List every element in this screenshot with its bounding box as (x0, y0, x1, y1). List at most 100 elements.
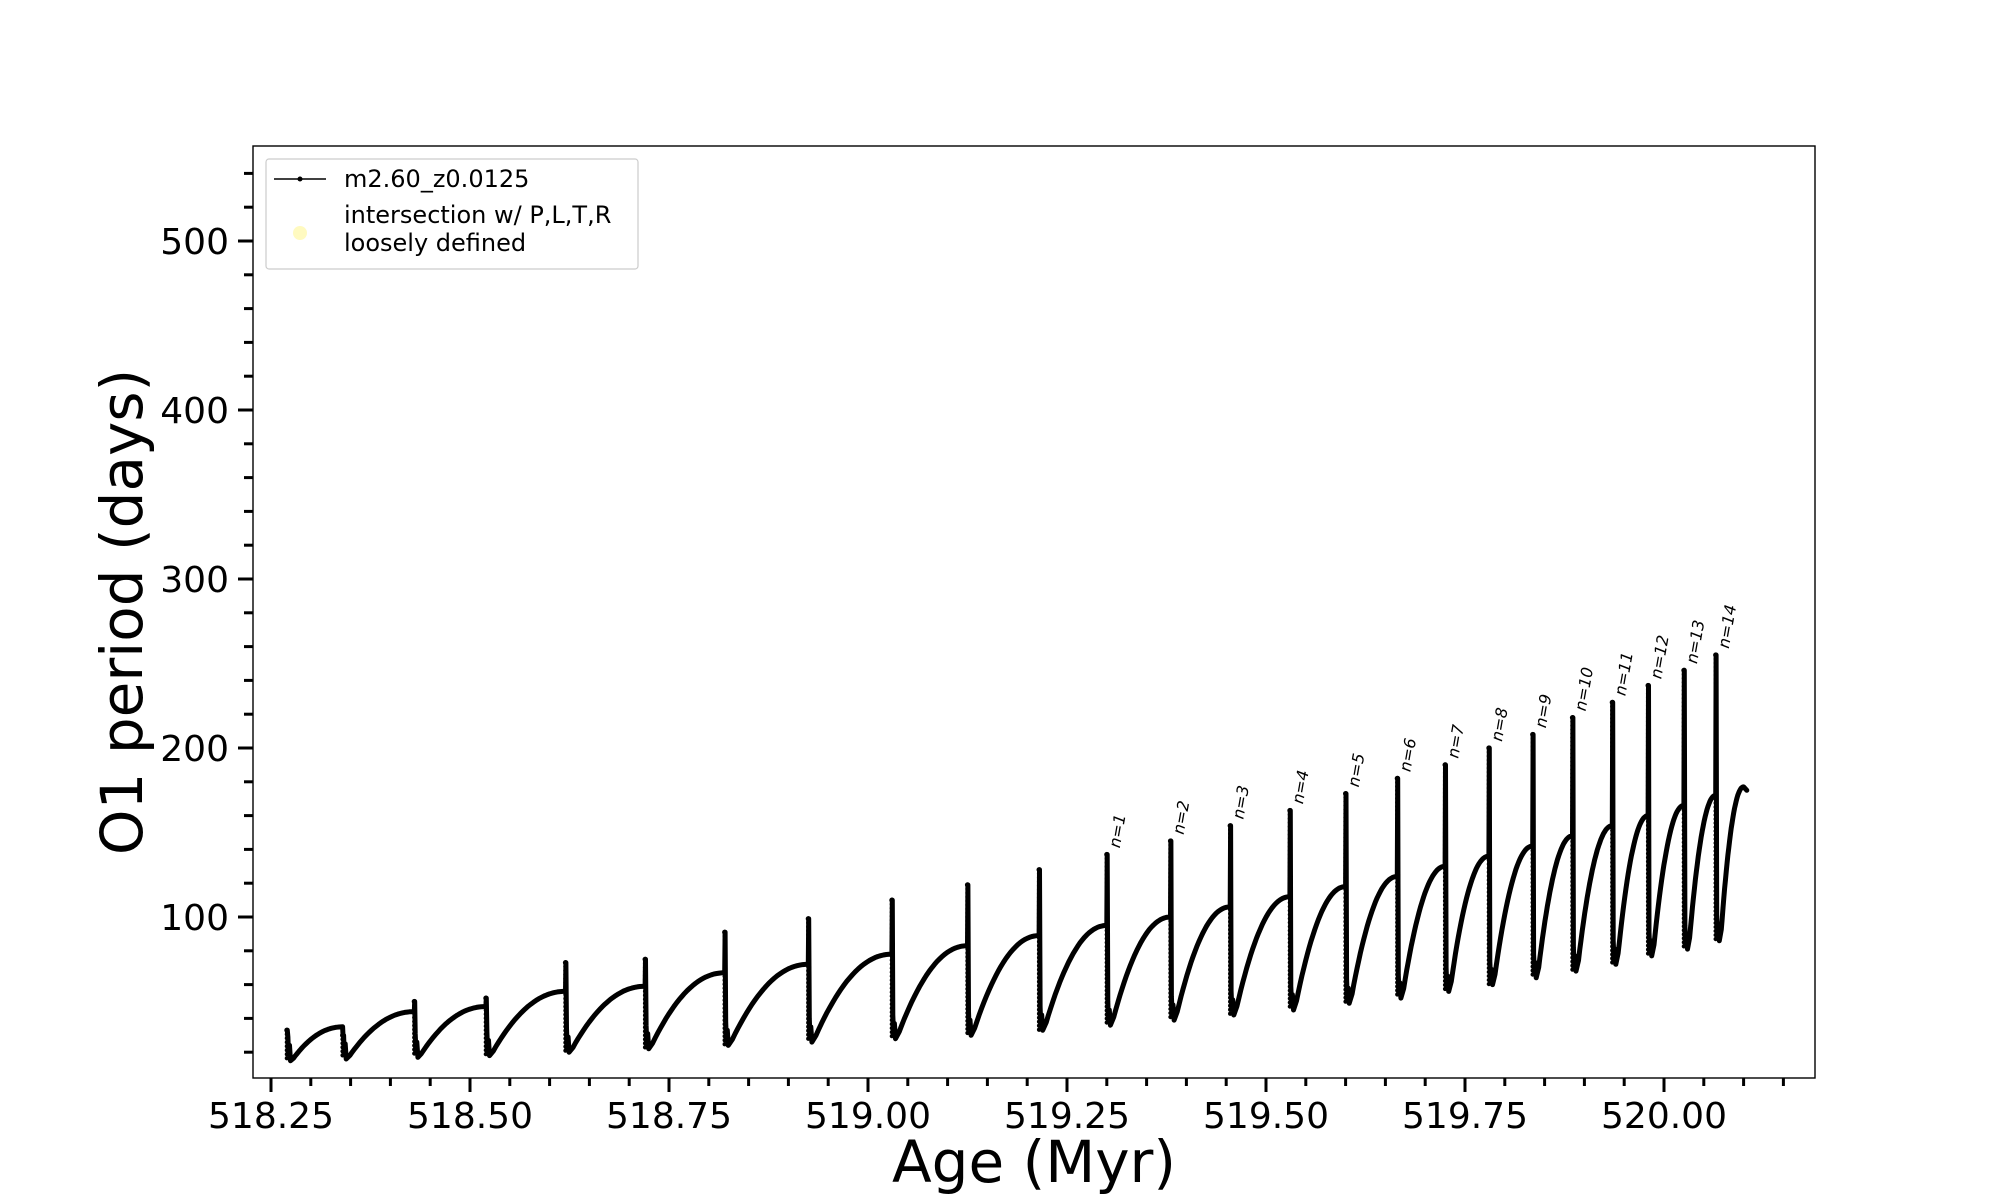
data-point (1343, 955, 1348, 960)
data-point (1036, 899, 1042, 904)
data-point (1168, 850, 1173, 856)
data-point (1570, 767, 1575, 772)
data-point (1645, 927, 1651, 932)
data-point (1570, 879, 1575, 884)
data-point (1610, 816, 1615, 821)
data-point (1645, 919, 1651, 924)
data-point (1713, 832, 1718, 838)
data-point (722, 954, 727, 959)
data-point (1395, 836, 1400, 841)
data-point (1530, 836, 1535, 841)
data-point (1530, 772, 1535, 777)
data-point (1036, 1011, 1042, 1016)
data-point (1343, 803, 1348, 808)
data-point (1645, 875, 1651, 880)
data-point (1168, 902, 1173, 908)
data-point (1570, 743, 1575, 748)
data-point (1228, 987, 1233, 992)
data-point (1036, 959, 1042, 964)
data-point (1610, 956, 1615, 961)
data-point (1645, 779, 1651, 784)
data-point (1645, 839, 1651, 844)
data-point (1395, 876, 1400, 881)
data-point (1570, 863, 1575, 868)
data-point (1713, 744, 1718, 750)
data-point (1395, 852, 1400, 857)
data-point (1530, 840, 1535, 845)
data-point (1530, 936, 1535, 941)
data-point (1645, 863, 1651, 868)
data-point (1287, 992, 1293, 997)
data-point (1442, 862, 1448, 868)
data-point (1228, 947, 1233, 952)
data-point (1486, 777, 1492, 783)
data-point (1036, 947, 1042, 952)
data-point (806, 976, 811, 981)
data-point (889, 933, 895, 939)
data-point (1228, 875, 1233, 880)
data-point (1570, 783, 1575, 788)
data-point (965, 982, 970, 988)
data-point (1343, 831, 1348, 836)
data-point (1486, 929, 1492, 935)
data-point (1681, 712, 1687, 717)
data-point (1681, 788, 1687, 793)
data-point (284, 1036, 290, 1041)
data-point (1610, 712, 1615, 717)
data-point (1681, 776, 1687, 781)
data-point (1713, 876, 1718, 882)
data-point (1713, 864, 1718, 870)
data-point (1287, 824, 1293, 829)
data-point (1343, 851, 1348, 856)
data-point (1168, 894, 1173, 900)
data-point (1228, 831, 1233, 836)
data-point (1287, 956, 1293, 961)
data-point (1713, 768, 1718, 774)
data-point (1610, 780, 1615, 785)
data-point (1570, 727, 1575, 732)
data-point (1681, 864, 1687, 869)
data-point (1442, 798, 1448, 804)
data-point (806, 1000, 811, 1005)
data-point (1570, 731, 1575, 736)
data-point (1287, 880, 1293, 885)
data-point (1486, 797, 1492, 803)
data-point (1228, 879, 1233, 884)
data-point (1228, 895, 1233, 900)
data-point (1570, 963, 1575, 968)
data-point (1713, 888, 1718, 894)
data-point (1036, 951, 1042, 956)
data-point (1713, 772, 1718, 778)
data-point (889, 917, 895, 923)
data-point (1343, 863, 1348, 868)
data-point (1343, 979, 1348, 984)
data-point (889, 913, 895, 919)
data-point (806, 924, 811, 929)
data-point (1570, 911, 1575, 916)
data-point (1681, 720, 1687, 725)
data-point (1570, 895, 1575, 900)
data-point (1681, 756, 1687, 761)
data-point (1104, 992, 1110, 997)
data-point (1168, 914, 1173, 920)
data-point (1442, 890, 1448, 896)
data-point (1486, 849, 1492, 855)
data-point (1530, 884, 1535, 889)
data-point (806, 944, 811, 949)
data-point (1104, 924, 1110, 929)
data-point (965, 1030, 970, 1036)
data-point (1104, 980, 1110, 985)
data-point (1713, 724, 1718, 730)
data-point (1228, 891, 1233, 896)
data-point (1168, 870, 1173, 876)
data-point (1713, 712, 1718, 718)
data-point (483, 1047, 489, 1053)
data-point (1442, 770, 1448, 776)
data-point (563, 996, 568, 1001)
data-point (1287, 952, 1293, 957)
data-point (1228, 1007, 1233, 1012)
data-point (1681, 732, 1687, 737)
data-point (1036, 991, 1042, 996)
data-point (642, 1045, 648, 1050)
data-point (889, 921, 895, 927)
